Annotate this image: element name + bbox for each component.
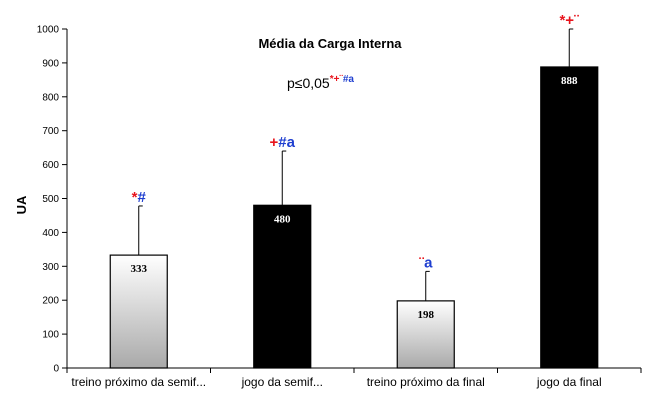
bar xyxy=(109,254,168,369)
p-value-text: p≤0,05*+¨#a xyxy=(287,73,354,91)
p-value-annotation: p≤0,05*+¨#a xyxy=(287,73,354,91)
bar xyxy=(396,300,455,369)
data-label: 333 xyxy=(131,263,148,275)
p-value-mark: #a xyxy=(343,74,355,85)
significance-mark: * xyxy=(132,189,138,206)
x-axis: treino próximo da semif... jogo da semif.… xyxy=(66,367,642,389)
significance-marker: ¨a xyxy=(419,254,433,271)
x-tick-label: jogo da semif... xyxy=(241,375,323,389)
significance-mark: ¨ xyxy=(419,254,424,271)
y-tick-label: 700 xyxy=(42,126,59,137)
p-value-mark: ¨ xyxy=(339,73,343,85)
y-tick-label: 100 xyxy=(42,330,59,341)
bar xyxy=(253,204,312,369)
y-tick-label: 0 xyxy=(53,364,59,375)
data-label: 198 xyxy=(418,309,435,321)
y-tick-label: 800 xyxy=(42,92,59,103)
x-tick-label: treino próximo da final xyxy=(367,375,485,389)
significance-mark: ¨ xyxy=(574,12,579,29)
significance-marker: *# xyxy=(132,189,147,206)
significance-mark: #a xyxy=(278,134,295,151)
p-value-mark: * xyxy=(330,74,334,85)
y-axis: 0 100 200 300 400 500 600 700 800 900 1000 xyxy=(37,25,68,375)
y-axis-label: UA xyxy=(14,195,29,214)
significance-mark: # xyxy=(138,189,147,206)
y-tick-label: 400 xyxy=(42,228,59,239)
x-tick-label: treino próximo da semif... xyxy=(71,375,206,389)
x-tick-label: jogo da final xyxy=(536,375,602,389)
significance-marker: +#a xyxy=(270,134,296,151)
data-label: 888 xyxy=(561,75,578,87)
data-label: 480 xyxy=(274,213,291,225)
chart-title: Média da Carga Interna xyxy=(258,36,402,51)
y-tick-label: 1000 xyxy=(37,25,60,36)
p-value-mark: + xyxy=(334,74,340,85)
y-tick-label: 600 xyxy=(42,160,59,171)
significance-mark: a xyxy=(424,254,433,271)
y-tick-label: 300 xyxy=(42,262,59,273)
y-tick-label: 500 xyxy=(42,194,59,205)
p-value-main: p≤0,05 xyxy=(287,75,330,91)
y-tick-label: 900 xyxy=(42,58,59,69)
y-tick-label: 200 xyxy=(42,296,59,307)
significance-marker: *+¨ xyxy=(559,12,579,29)
significance-mark: + xyxy=(270,134,279,151)
significance-mark: *+ xyxy=(559,12,574,29)
bar xyxy=(540,66,599,369)
